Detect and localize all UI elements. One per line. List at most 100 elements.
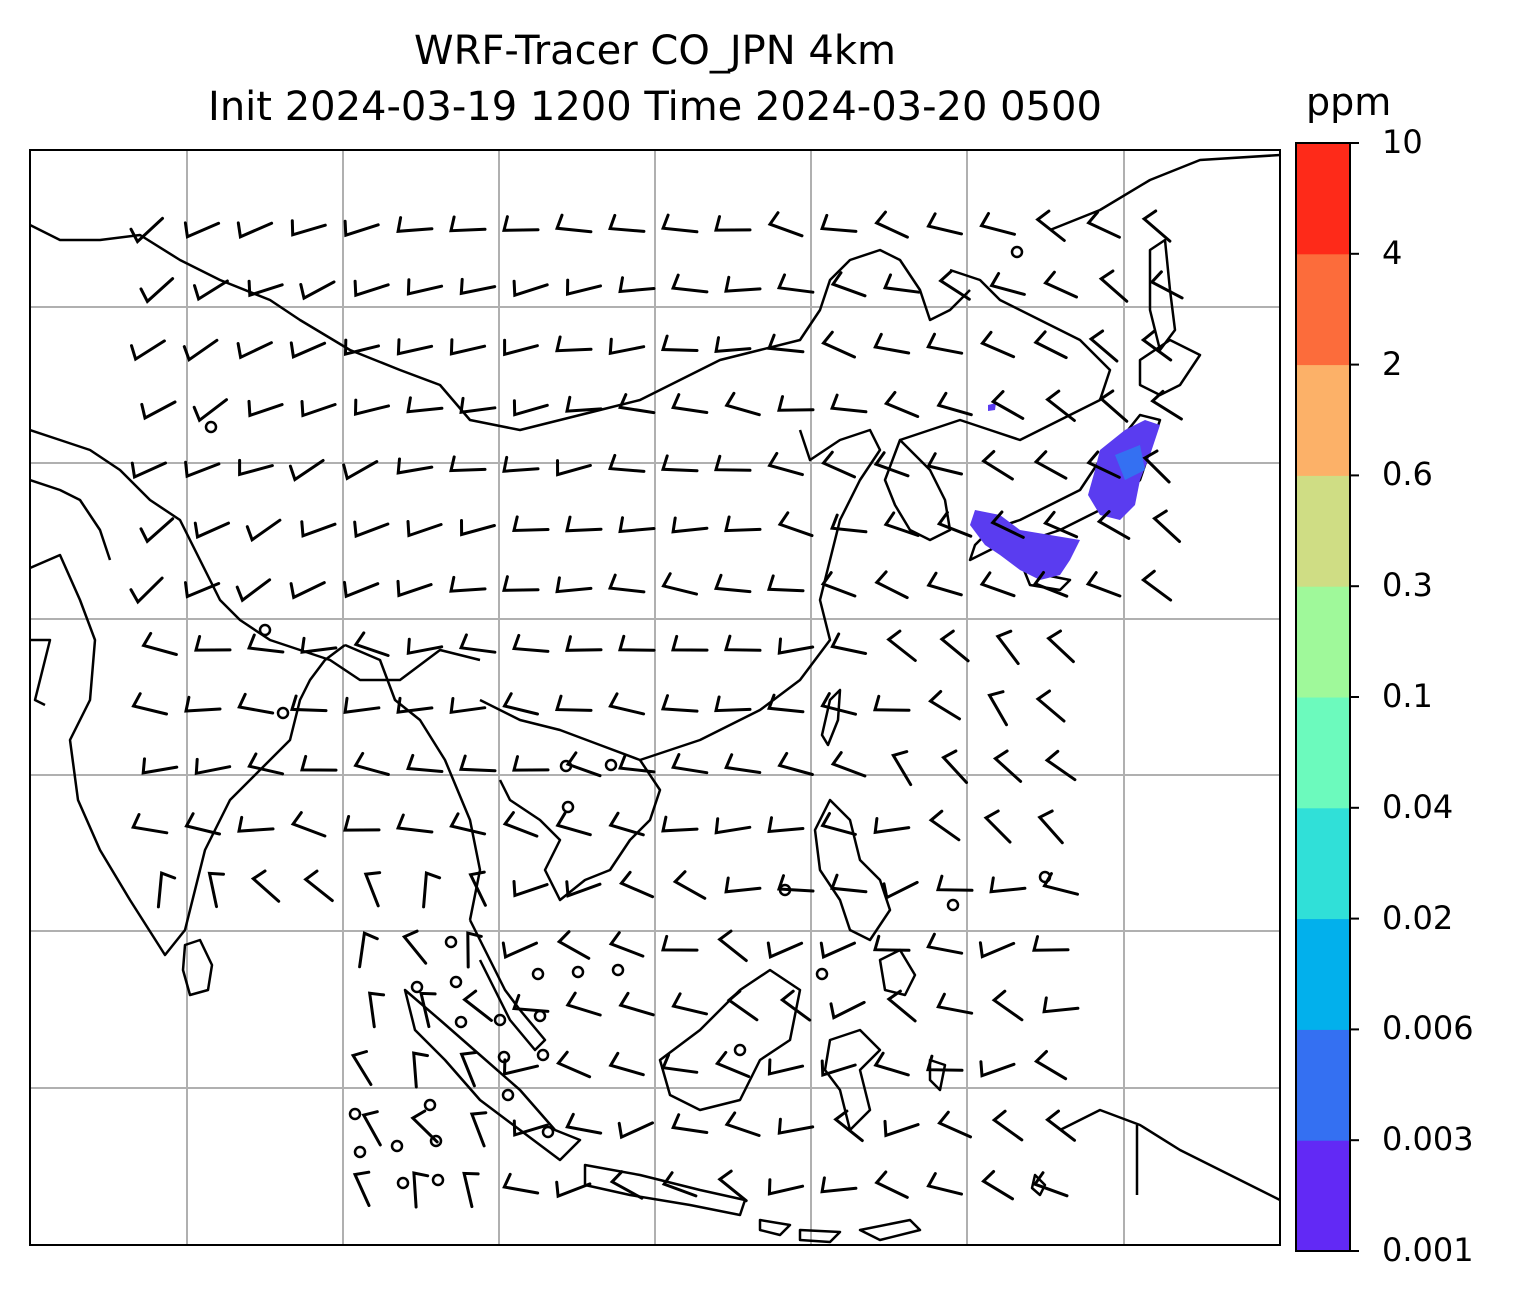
wind-barb: [236, 221, 274, 239]
map-subtitle: Init 2024-03-19 1200 Time 2024-03-20 050…: [208, 84, 1102, 130]
wind-barb: [1142, 449, 1171, 484]
co-plume-region: [988, 403, 996, 411]
wind-barb: [184, 460, 221, 479]
wind-barb: [565, 395, 603, 413]
wind-barb: [406, 520, 443, 538]
wind-barb: [1150, 389, 1183, 421]
wind-barb: [1086, 210, 1121, 239]
wind-barb: [874, 1170, 909, 1199]
wind-barb: [883, 1119, 920, 1138]
wind-barb: [671, 634, 709, 652]
calm-wind-circle: [541, 1125, 555, 1139]
wind-barb: [714, 336, 752, 354]
wind-barb: [565, 515, 603, 533]
wind-barb: [459, 396, 497, 414]
wind-barb: [406, 637, 444, 656]
wind-barb: [565, 880, 602, 898]
wind-barb: [726, 989, 759, 1022]
wind-barb: [776, 273, 815, 294]
wind-barb: [502, 811, 539, 838]
wind-barb: [891, 750, 913, 787]
wind-barb: [512, 279, 549, 298]
wind-barb: [777, 751, 814, 776]
wind-barb: [833, 1109, 864, 1143]
wind-barb: [410, 1109, 439, 1144]
wind-barb: [1032, 1171, 1069, 1198]
wind-barb: [830, 873, 868, 894]
wind-barb: [714, 454, 752, 472]
wind-barb: [556, 1050, 592, 1079]
calm-wind-circle: [778, 883, 792, 897]
wind-barb: [396, 579, 433, 598]
calm-wind-circle: [258, 623, 272, 637]
wind-barb: [767, 451, 804, 477]
wind-barb: [468, 870, 487, 907]
wind-barb: [246, 633, 285, 654]
wind-barb: [131, 692, 168, 716]
wind-barb: [396, 338, 434, 356]
wind-barb: [989, 876, 1027, 894]
wind-barb: [874, 210, 909, 239]
wind-barb: [724, 391, 761, 417]
wind-barb: [343, 815, 381, 832]
wind-barb: [830, 751, 867, 778]
wind-barb: [607, 573, 646, 594]
wind-barb: [724, 876, 762, 894]
wind-barb: [717, 1169, 748, 1203]
wind-barb: [1088, 329, 1119, 363]
wind-barb: [129, 216, 164, 245]
calm-wind-circle: [423, 1098, 437, 1112]
gridlines: [30, 150, 1280, 1245]
wind-barb: [819, 941, 856, 960]
wind-barb: [512, 515, 550, 533]
wind-barb: [882, 880, 919, 900]
co-plume-region: [1115, 445, 1145, 480]
colorbar-tick-label: 0.006: [1382, 1009, 1474, 1048]
wind-barb: [660, 694, 699, 713]
wind-barb: [714, 215, 752, 232]
wind-barb: [1044, 749, 1077, 782]
wind-barb: [300, 520, 337, 538]
wind-barb: [661, 572, 698, 596]
wind-barb: [353, 751, 390, 776]
wind-barb: [926, 1054, 964, 1072]
wind-barb: [608, 337, 646, 356]
wind-barb: [608, 811, 645, 837]
calm-wind-circle: [497, 1050, 511, 1064]
wind-barb: [289, 581, 326, 600]
co-plume-region: [970, 510, 1080, 580]
wind-barb: [992, 749, 1023, 783]
wind-barb: [422, 871, 442, 909]
wind-barb: [617, 753, 656, 774]
wind-barb: [556, 459, 592, 477]
wind-barb: [671, 992, 708, 1016]
wind-barb: [1086, 450, 1121, 479]
wind-barb: [1096, 510, 1131, 540]
wind-barb: [873, 934, 911, 952]
wind-barb: [207, 871, 225, 909]
wind-barb: [660, 454, 699, 473]
wind-barb: [660, 334, 699, 352]
wind-barb: [449, 697, 487, 715]
calm-wind-circle: [559, 759, 573, 773]
wind-barb: [820, 213, 858, 233]
calm-wind-circle: [611, 963, 625, 977]
calm-wind-circle: [449, 975, 463, 989]
wind-barb: [830, 393, 868, 414]
colorbar-swatch: [1296, 586, 1350, 698]
wind-barb: [193, 279, 229, 302]
wind-barb: [449, 215, 487, 233]
wind-barb: [766, 574, 805, 593]
wind-barb: [936, 874, 974, 892]
wind-barb: [396, 457, 434, 475]
wind-barb: [820, 812, 857, 836]
wind-barb: [724, 515, 762, 533]
wind-barb: [501, 941, 538, 960]
wind-barb: [193, 521, 230, 540]
wind-barb: [290, 811, 327, 838]
wind-barb: [139, 517, 175, 544]
wind-barb: [661, 1053, 699, 1074]
colorbar-tick-label: 4: [1382, 233, 1403, 272]
wind-barb: [829, 513, 868, 534]
wind-barb: [671, 393, 709, 414]
